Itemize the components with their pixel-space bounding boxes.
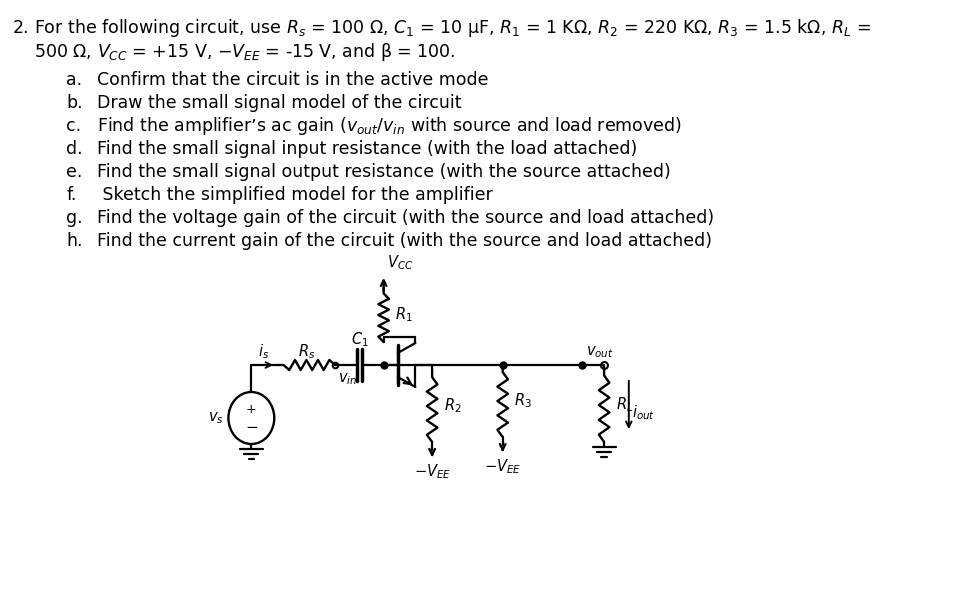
Text: For the following circuit, use $R_s$ = 100 Ω, $C_1$ = 10 μF, $R_1$ = 1 KΩ, $R_2$: For the following circuit, use $R_s$ = 1… bbox=[34, 17, 869, 39]
Text: d.: d. bbox=[66, 140, 82, 158]
Text: $v_s$: $v_s$ bbox=[208, 410, 224, 426]
Text: $i_s$: $i_s$ bbox=[258, 343, 269, 362]
Text: +: + bbox=[246, 402, 257, 416]
Text: f.: f. bbox=[66, 186, 77, 204]
Text: Find the small signal input resistance (with the load attached): Find the small signal input resistance (… bbox=[85, 140, 636, 158]
Text: $R_L$: $R_L$ bbox=[615, 395, 632, 415]
Text: Find the small signal output resistance (with the source attached): Find the small signal output resistance … bbox=[85, 163, 670, 181]
Text: Find the amplifier’s ac gain ($\mathit{v_{out}}$/$\mathit{v_{in}}$ with source a: Find the amplifier’s ac gain ($\mathit{v… bbox=[85, 115, 680, 137]
Text: c.: c. bbox=[66, 117, 81, 135]
Text: $V_{CC}$: $V_{CC}$ bbox=[387, 253, 413, 272]
Text: $R_3$: $R_3$ bbox=[514, 392, 531, 410]
Text: $v_{in}$: $v_{in}$ bbox=[337, 371, 357, 387]
Text: 500 Ω, $V_{CC}$ = +15 V, $-V_{EE}$ = -15 V, and β = 100.: 500 Ω, $V_{CC}$ = +15 V, $-V_{EE}$ = -15… bbox=[34, 41, 454, 63]
Text: $i_{out}$: $i_{out}$ bbox=[632, 403, 655, 423]
Text: −: − bbox=[245, 419, 258, 435]
Text: $C_1$: $C_1$ bbox=[351, 331, 368, 349]
Text: h.: h. bbox=[66, 232, 82, 250]
Text: $-V_{EE}$: $-V_{EE}$ bbox=[484, 458, 520, 477]
Text: $v_{out}$: $v_{out}$ bbox=[586, 344, 613, 360]
Text: Find the current gain of the circuit (with the source and load attached): Find the current gain of the circuit (wi… bbox=[85, 232, 711, 250]
Text: $R_s$: $R_s$ bbox=[297, 343, 315, 362]
Text: $-V_{EE}$: $-V_{EE}$ bbox=[413, 462, 451, 482]
Text: Draw the small signal model of the circuit: Draw the small signal model of the circu… bbox=[85, 94, 460, 112]
Text: Sketch the simplified model for the amplifier: Sketch the simplified model for the ampl… bbox=[85, 186, 492, 204]
Text: Find the voltage gain of the circuit (with the source and load attached): Find the voltage gain of the circuit (wi… bbox=[85, 209, 713, 227]
Text: g.: g. bbox=[66, 209, 82, 227]
Text: e.: e. bbox=[66, 163, 82, 181]
Text: a.: a. bbox=[66, 71, 82, 89]
Text: 2.: 2. bbox=[14, 19, 30, 37]
Text: $R_2$: $R_2$ bbox=[443, 397, 460, 415]
Text: b.: b. bbox=[66, 94, 82, 112]
Text: $R_1$: $R_1$ bbox=[394, 306, 413, 324]
Text: Confirm that the circuit is in the active mode: Confirm that the circuit is in the activ… bbox=[85, 71, 487, 89]
